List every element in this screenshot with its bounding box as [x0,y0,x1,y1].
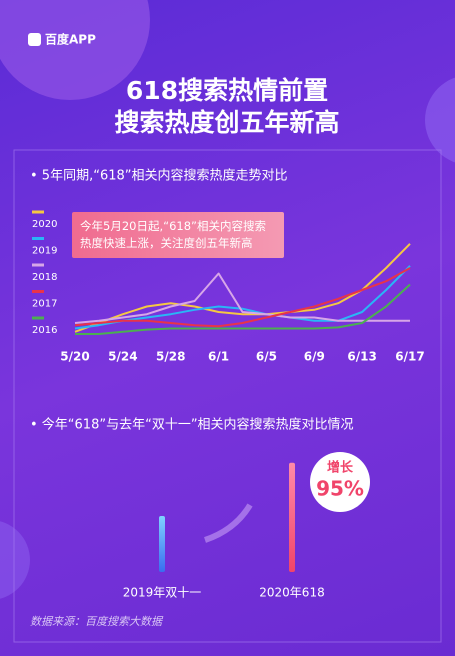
panel [13,149,442,643]
legend-label: 2019 [32,246,57,257]
title: 搜索热度创五年新高 [114,108,339,137]
decor [0,0,150,100]
series-line [74,265,411,330]
decor [425,77,455,163]
logo [28,33,41,46]
x-tick-label: 6/1 [208,350,229,364]
x-tick-label: 5/24 [108,350,137,364]
series-line [74,243,411,333]
series-line [74,267,411,328]
arrow [204,503,253,543]
legend-label: 2020 [32,219,57,230]
x-tick-label: 6/9 [304,350,325,364]
badge-value: 95% [316,477,364,501]
x-tick-label: 6/13 [347,350,376,364]
legend-label: 2017 [32,299,57,310]
decor [0,521,30,599]
app-name: 百度APP [45,32,96,47]
section-title: • 今年“618”与去年“双十一”相关内容搜索热度对比情况 [30,417,354,433]
series-line [75,283,411,335]
x-tick-label: 5/28 [156,350,185,364]
title: 618搜索热情前置 [126,76,328,105]
x-tick-label: 2020年618 [259,586,324,600]
bar [159,516,165,572]
badge-label: 增长 [327,460,354,476]
source: 数据来源：百度搜索大数据 [30,615,164,628]
x-tick-label: 2019年双十一 [123,586,202,600]
legend-label: 2016 [32,325,57,336]
series-line [74,272,410,324]
bar [289,462,295,572]
x-tick-label: 6/17 [395,350,424,364]
x-tick-label: 6/5 [256,350,277,364]
x-tick-label: 5/20 [60,350,89,364]
legend-label: 2018 [32,272,57,283]
badge [310,452,370,512]
section-title: • 5年同期,“618”相关内容搜索热度走势对比 [30,168,288,184]
annotation: 今年5月20日起,“618”相关内容搜索热度快速上涨，关注度创五年新高 [72,212,284,258]
